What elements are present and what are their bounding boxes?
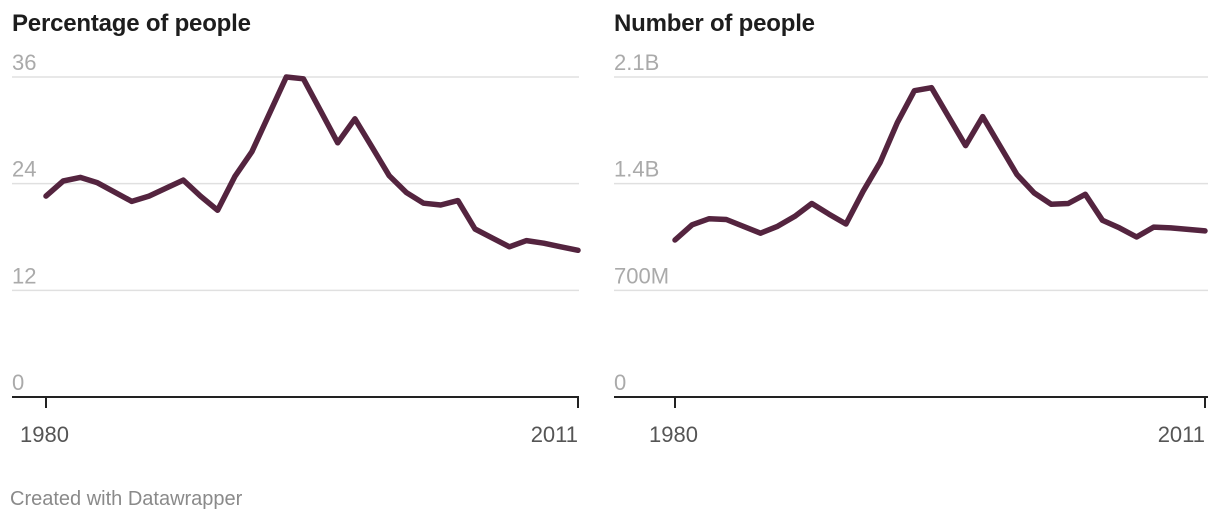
percentage-x-tick-label: 1980 — [20, 422, 69, 447]
number-y-tick-label: 0 — [614, 370, 626, 395]
chart-title-number: Number of people — [614, 10, 815, 37]
number-x-tick-label: 2011 — [1158, 422, 1205, 447]
number-series-line — [672, 84, 1208, 243]
percentage-y-tick-label: 24 — [12, 157, 36, 182]
percentage-y-tick-label: 12 — [12, 263, 36, 288]
chart-title-percentage: Percentage of people — [12, 10, 251, 37]
number-y-tick-label: 700M — [614, 263, 669, 288]
number-y-tick-label: 2.1B — [614, 50, 659, 75]
number-y-tick-label: 1.4B — [614, 157, 659, 182]
percentage-y-tick-label: 36 — [12, 50, 36, 75]
percentage-y-tick-label: 0 — [12, 370, 24, 395]
percentage-series-line — [43, 74, 581, 254]
number-x-tick-label: 1980 — [649, 422, 698, 447]
credit-footer: Created with Datawrapper — [10, 488, 243, 510]
percentage-x-tick-label: 2011 — [531, 422, 578, 447]
